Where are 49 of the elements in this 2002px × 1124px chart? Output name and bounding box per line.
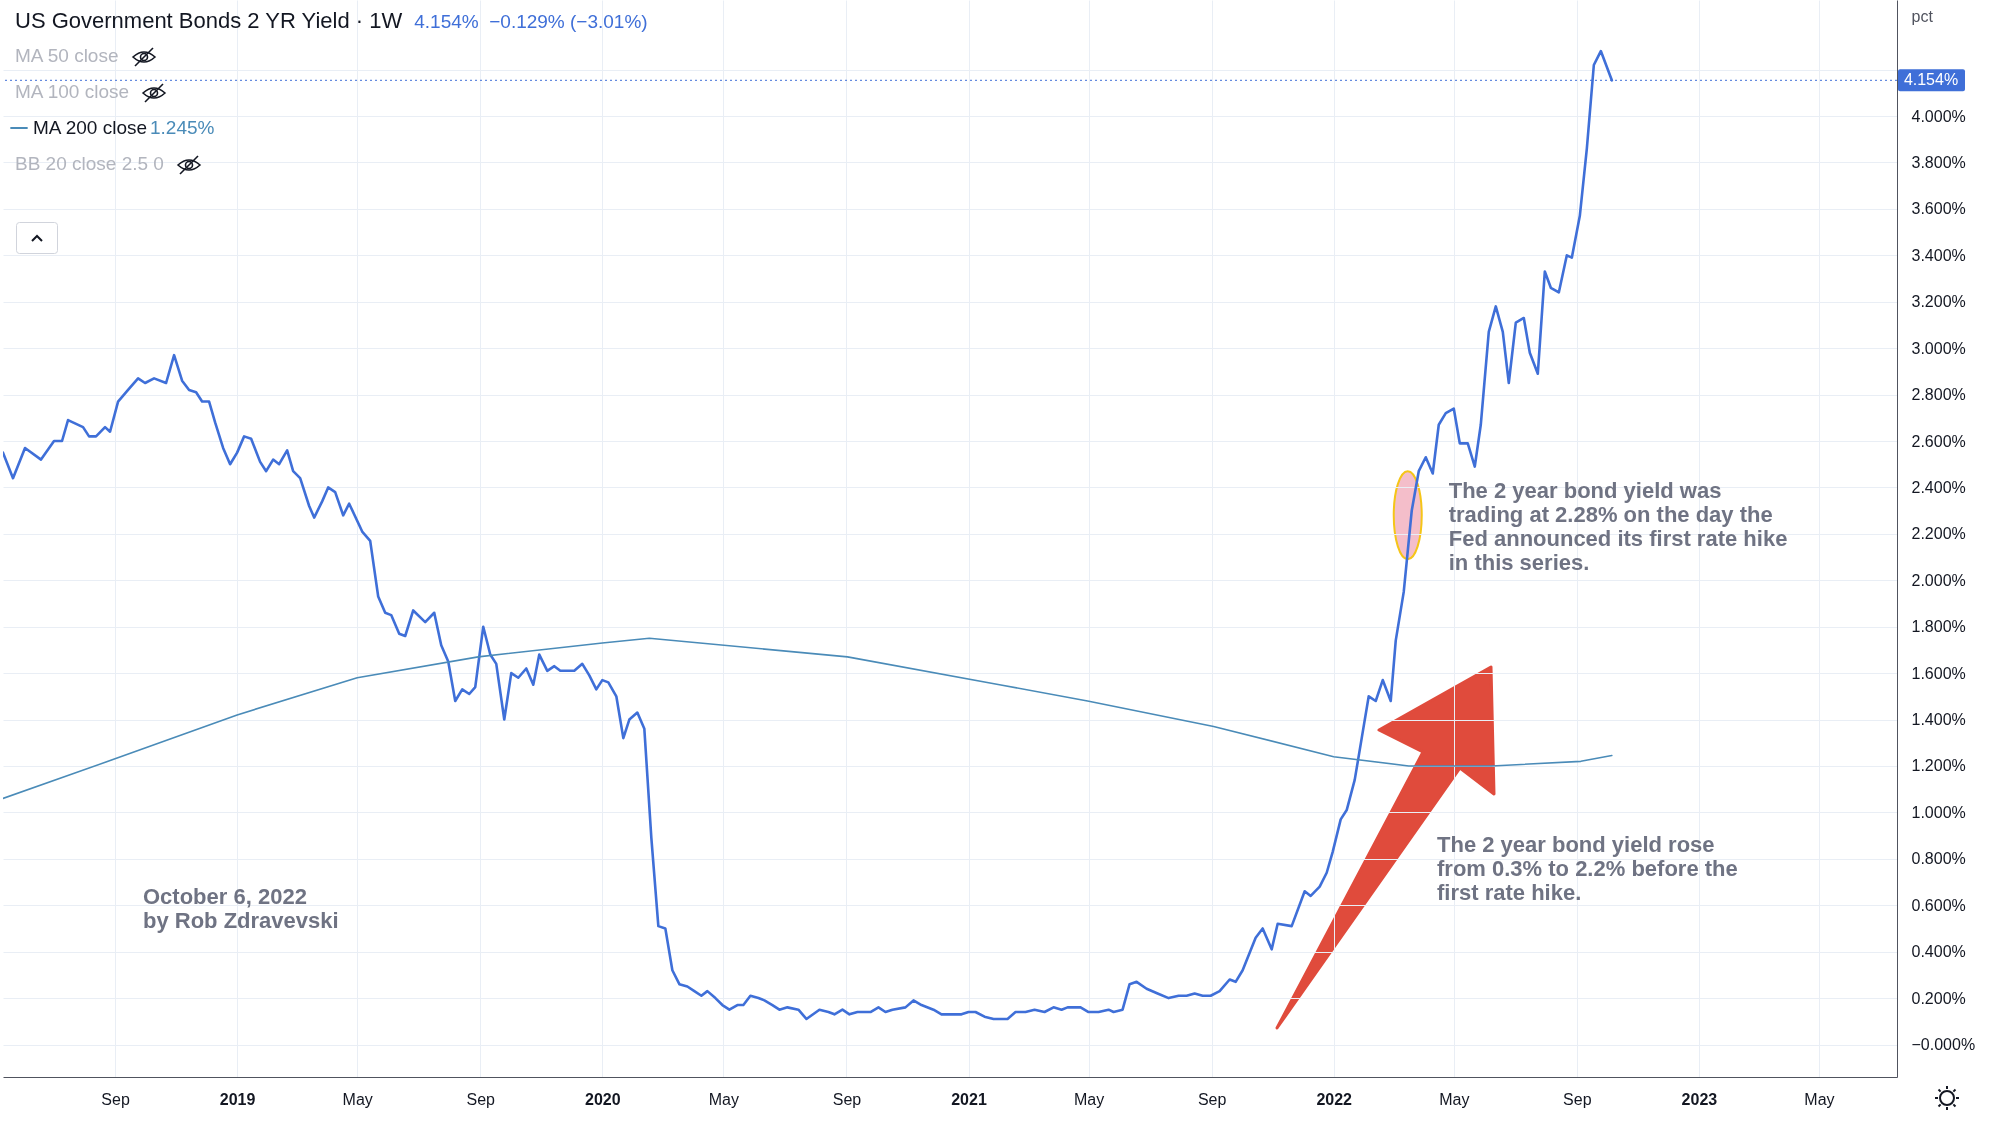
y-tick-label: 1.400% — [1911, 711, 1966, 729]
x-tick-label: May — [708, 1090, 739, 1108]
annotation: The 2 year bond yield was trading at 2.28% on the day the Fed announced its first rate hike in this series. — [1448, 478, 1789, 576]
x-tick-label: May — [1073, 1090, 1105, 1108]
x-tick-label: 2019 — [219, 1090, 256, 1108]
annotation: October 6, 2022 by Rob Zdravevski — [143, 884, 340, 933]
legend-label: MA 200 close — [33, 117, 148, 138]
x-tick-label: Sep — [101, 1090, 130, 1108]
y-tick-label: 2.600% — [1911, 432, 1966, 450]
line-series — [3, 637, 1613, 800]
x-tick-label: 2022 — [1316, 1090, 1353, 1108]
y-tick-label: 3.200% — [1911, 293, 1966, 311]
y-axis-title: pct — [1911, 7, 1934, 25]
y-tick-label: 0.600% — [1911, 896, 1966, 914]
x-tick-label: Sep — [1197, 1090, 1227, 1108]
annotation: 1.245% — [150, 117, 215, 139]
x-tick-label: May — [1804, 1090, 1835, 1108]
x-tick-label: 2020 — [585, 1090, 621, 1108]
y-tick-label: 2.400% — [1911, 478, 1966, 496]
x-tick-label: Sep — [466, 1090, 496, 1108]
y-tick-label: 1.600% — [1911, 664, 1966, 682]
y-tick-label: 2.000% — [1911, 571, 1966, 589]
y-tick-label: 2.200% — [1911, 525, 1966, 543]
annotation: MA 50 close — [15, 45, 120, 67]
y-tick-label: 1.800% — [1911, 618, 1966, 636]
y-tick-label: 3.000% — [1911, 339, 1966, 357]
x-tick-label: Sep — [832, 1090, 862, 1108]
text: 4.154% −0.129% (−3.01%) — [414, 11, 648, 32]
y-tick-label: 2.800% — [1911, 386, 1966, 404]
x-tick-label: May — [342, 1090, 373, 1108]
ref-line-label: 4.154% — [1903, 71, 1959, 89]
y-tick-label: 0.800% — [1911, 850, 1966, 868]
annotation: The 2 year bond yield rose from 0.3% to 2.2% before the first rate hike. — [1437, 832, 1739, 905]
x-tick-label: 2021 — [951, 1090, 987, 1108]
annotation: MA 100 close — [15, 81, 131, 103]
x-tick-label: 2023 — [1681, 1090, 1718, 1108]
y-tick-label: 3.600% — [1911, 200, 1966, 218]
y-tick-label: 1.000% — [1911, 803, 1966, 821]
chart-title: US Government Bonds 2 YR Yield · 1W — [15, 8, 403, 33]
y-tick-label: 0.200% — [1911, 989, 1966, 1007]
y-tick-label: −0.000% — [1911, 1036, 1976, 1053]
y-tick-label: 3.400% — [1911, 246, 1966, 264]
x-tick-label: May — [1439, 1090, 1470, 1108]
y-tick-label: 1.200% — [1911, 757, 1966, 775]
x-tick-label: Sep — [1563, 1090, 1592, 1108]
y-tick-label: 4.000% — [1911, 107, 1966, 125]
annotation: BB 20 close 2.5 0 — [15, 153, 165, 175]
y-tick-label: 0.400% — [1911, 943, 1966, 961]
y-tick-label: 3.800% — [1911, 153, 1966, 171]
